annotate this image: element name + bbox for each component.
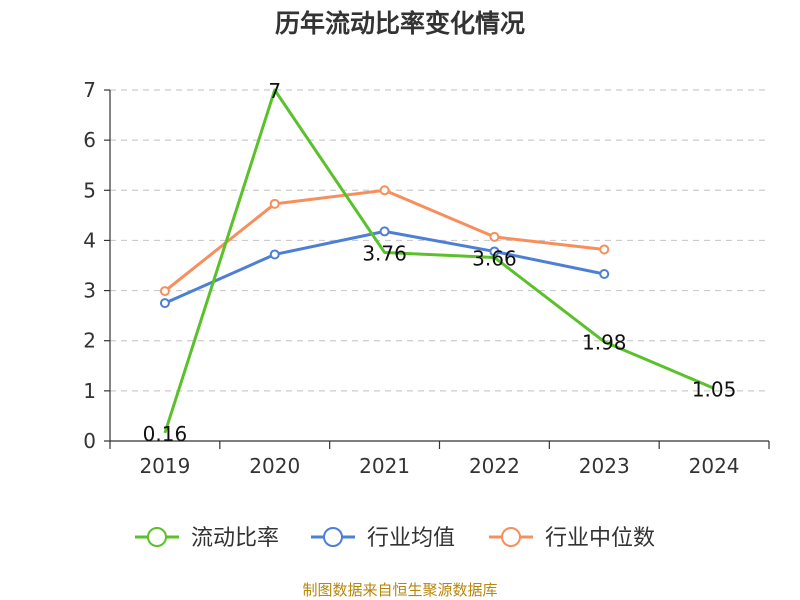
y-tick-label: 7 <box>83 78 96 102</box>
legend: 流动比率 行业均值 行业中位数 <box>135 526 655 551</box>
data-point <box>269 249 280 260</box>
x-tick-label: 2020 <box>249 454 300 478</box>
series-lines <box>159 88 715 434</box>
data-label: 0.16 <box>143 422 188 446</box>
data-label: 7 <box>268 79 281 103</box>
data-label: 1.05 <box>692 377 737 401</box>
data-point <box>379 185 390 196</box>
y-tick-label: 6 <box>83 128 96 152</box>
y-tick-label: 3 <box>83 279 96 303</box>
data-labels: 0.16 7 3.76 3.66 1.98 1.05 <box>143 79 737 446</box>
data-label: 1.98 <box>582 331 627 355</box>
chart-title: 历年流动比率变化情况 <box>274 9 525 38</box>
x-tick-label: 2023 <box>579 454 630 478</box>
data-point <box>159 286 170 297</box>
x-tick-label: 2019 <box>139 454 190 478</box>
data-point <box>159 298 170 309</box>
data-label: 3.76 <box>362 241 407 265</box>
data-point <box>379 226 390 237</box>
legend-label: 流动比率 <box>191 526 279 551</box>
data-point <box>269 198 280 209</box>
y-tick-label: 2 <box>83 329 96 353</box>
legend-label: 行业中位数 <box>545 526 655 551</box>
data-point <box>599 269 610 280</box>
y-tick-label: 1 <box>83 379 96 403</box>
source-note: 制图数据来自恒生聚源数据库 <box>302 581 498 599</box>
data-point <box>489 231 500 242</box>
data-point <box>599 244 610 255</box>
series-line-0 <box>163 88 715 434</box>
axes: 0 1 2 3 4 5 6 7 2019 2020 2021 2022 2023 2024 <box>83 78 770 478</box>
data-point <box>489 246 500 257</box>
y-tick-label: 4 <box>83 228 96 252</box>
legend-swatch-marker <box>501 527 521 547</box>
data-label: 3.66 <box>472 246 517 270</box>
x-tick-label: 2022 <box>469 454 520 478</box>
legend-label: 行业均值 <box>367 526 455 551</box>
y-tick-label: 5 <box>83 178 96 202</box>
x-tick-label: 2024 <box>689 454 740 478</box>
legend-swatch-marker <box>147 527 167 547</box>
legend-swatch-marker <box>323 527 343 547</box>
x-tick-label: 2021 <box>359 454 410 478</box>
y-tick-label: 0 <box>83 429 96 453</box>
